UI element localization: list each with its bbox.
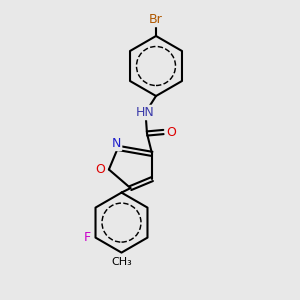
Text: HN: HN	[136, 106, 155, 119]
Text: O: O	[166, 125, 176, 139]
Text: Br: Br	[149, 13, 163, 26]
Text: O: O	[96, 163, 105, 176]
Text: CH₃: CH₃	[111, 256, 132, 267]
Text: N: N	[112, 137, 121, 150]
Text: F: F	[84, 231, 91, 244]
